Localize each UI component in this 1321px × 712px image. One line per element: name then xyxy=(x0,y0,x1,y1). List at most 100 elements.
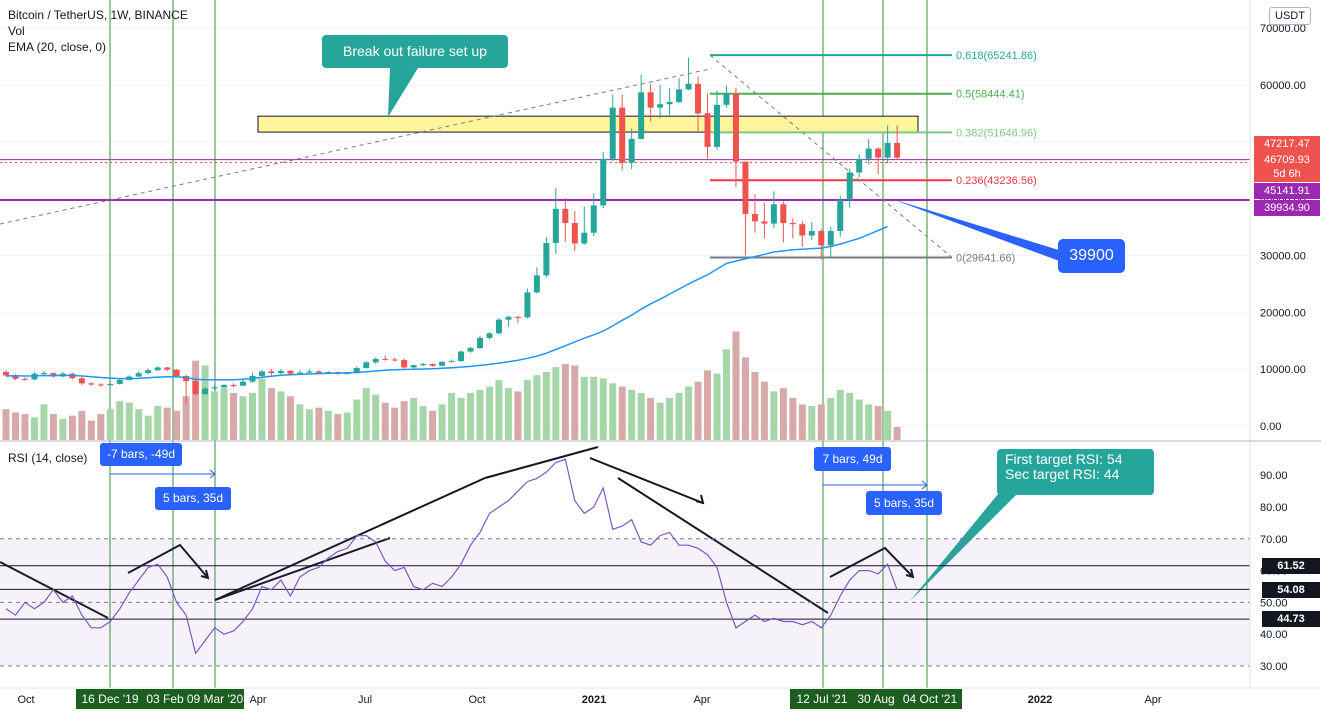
volume-bar xyxy=(713,373,721,440)
vertical-markers xyxy=(109,0,928,688)
volume-bar xyxy=(808,405,816,440)
volume-bar xyxy=(590,376,598,440)
candle-body xyxy=(571,223,578,244)
candle-body xyxy=(837,199,844,232)
rsi-tick-label: 30.00 xyxy=(1260,661,1288,673)
level-tag-2: 39934.90 xyxy=(1254,200,1320,216)
candle-body xyxy=(154,367,161,371)
candle-body xyxy=(268,371,275,374)
arrowhead xyxy=(695,494,705,505)
date-tag-1: 16 Dec '19 xyxy=(76,689,144,709)
volume-bar xyxy=(230,393,238,440)
volume-bar xyxy=(467,393,475,440)
candle-body xyxy=(590,205,597,233)
volume-bar xyxy=(11,412,19,440)
volume-bar xyxy=(362,388,370,440)
candle-body xyxy=(211,387,218,389)
candle-body xyxy=(780,204,787,224)
breakout-callout[interactable]: Break out failure set up xyxy=(322,35,508,68)
candle-body xyxy=(562,208,569,224)
candle-body xyxy=(524,292,531,318)
candle-body xyxy=(107,383,114,386)
candle-body xyxy=(401,360,408,368)
volume-bar xyxy=(476,389,484,440)
trend-lines xyxy=(0,68,1062,619)
candle-body xyxy=(78,378,85,384)
volume-bar xyxy=(533,375,541,440)
volume-bar xyxy=(438,404,446,440)
rsi-level-tag-1: 61.52 xyxy=(1262,558,1320,574)
currency-button[interactable]: USDT xyxy=(1269,7,1311,25)
candle-body xyxy=(116,379,123,384)
ema-line xyxy=(5,225,888,381)
ema-20-line xyxy=(5,225,888,381)
measure-label-3[interactable]: 7 bars, 49d xyxy=(814,447,891,471)
rsi-line xyxy=(5,458,898,655)
candle-body xyxy=(742,161,749,214)
volume-bar xyxy=(694,381,702,440)
fib-level-label: 0(29641.66) xyxy=(956,252,1015,264)
volume-bar xyxy=(353,399,361,440)
candle-body xyxy=(258,371,265,376)
volume-bar xyxy=(59,418,67,440)
volume-bar xyxy=(49,414,57,440)
volume-legend[interactable]: Vol xyxy=(8,24,25,38)
long-trend-line xyxy=(0,68,711,225)
volume-bar xyxy=(277,391,285,440)
candle-body xyxy=(353,368,360,374)
volume-bar xyxy=(760,381,768,440)
measure-label-2[interactable]: 5 bars, 35d xyxy=(155,487,231,510)
rsi-target-callout[interactable]: First target RSI: 54 Sec target RSI: 44 xyxy=(997,449,1154,495)
volume-bar xyxy=(675,393,683,440)
candle-body xyxy=(751,213,758,222)
candle-body xyxy=(533,275,540,293)
volume-bar xyxy=(893,427,901,440)
candle-body xyxy=(306,371,313,373)
candle-body xyxy=(865,148,872,159)
candle-body xyxy=(12,375,19,379)
volume-bar xyxy=(144,415,152,440)
rsi-legend[interactable]: RSI (14, close) xyxy=(8,451,88,465)
measure-label-1[interactable]: -7 bars, -49d xyxy=(100,443,182,466)
symbol-title[interactable]: Bitcoin / TetherUS, 1W, BINANCE xyxy=(8,8,188,22)
volume-bar xyxy=(732,331,740,440)
time-tick-label: 2022 xyxy=(1028,694,1052,706)
volume-bar xyxy=(770,391,778,440)
candle-body xyxy=(221,385,228,388)
candle-body xyxy=(183,375,190,382)
volume-bar xyxy=(666,397,674,440)
candle-body xyxy=(429,364,436,366)
candle-body xyxy=(344,373,351,375)
candle-body xyxy=(714,104,720,147)
volume-bar xyxy=(504,388,512,440)
volume-bar xyxy=(827,397,835,440)
candle-body xyxy=(827,231,834,246)
volume-bar xyxy=(628,389,636,440)
volume-bar xyxy=(485,386,493,440)
volume-bar xyxy=(580,376,588,440)
volume-bar xyxy=(296,404,304,440)
chart-legend: Bitcoin / TetherUS, 1W, BINANCE Vol EMA … xyxy=(8,7,188,55)
volume-bar xyxy=(372,394,380,440)
rsi-trend-arrow xyxy=(617,477,829,614)
support-label[interactable]: 39900 xyxy=(1058,239,1125,273)
price-tick-label: 30000.00 xyxy=(1260,250,1306,262)
ema-legend[interactable]: EMA (20, close, 0) xyxy=(8,40,107,54)
candle-body xyxy=(145,370,152,374)
volume-bar xyxy=(429,410,437,440)
support-label-pointer xyxy=(892,199,1062,262)
candle-body xyxy=(486,333,493,338)
measure-label-4[interactable]: 5 bars, 35d xyxy=(866,491,942,515)
volume-bar xyxy=(410,397,418,440)
candle-body xyxy=(391,359,398,361)
volume-bar xyxy=(391,407,399,440)
volume-bar xyxy=(30,417,38,440)
candle-body xyxy=(856,158,863,173)
date-tag-4: 12 Jul '21 xyxy=(790,689,854,709)
volume-bar xyxy=(400,401,408,440)
candle-body xyxy=(40,373,47,375)
time-tick-label: 2021 xyxy=(582,694,606,706)
rsi-trend-arrow xyxy=(484,446,599,479)
volume-bar xyxy=(419,405,427,440)
candlesticks xyxy=(3,57,901,404)
